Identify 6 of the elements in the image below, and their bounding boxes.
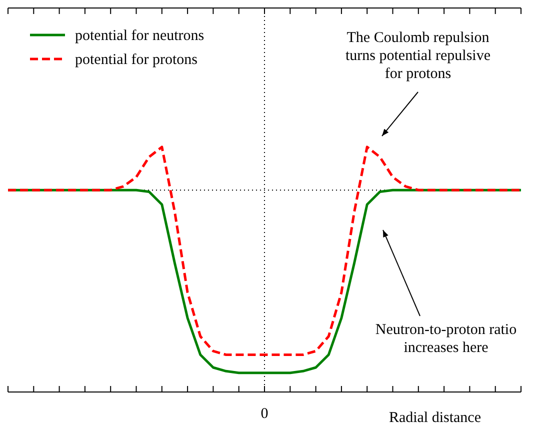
text: The Coulomb repulsion turns potential repulsive for protons (346, 30, 491, 82)
x-axis-title: Radial distance (388, 410, 482, 425)
legend-label: potential for neutrons (75, 28, 204, 44)
legend-label: potential for protons (75, 52, 198, 68)
text: 0 (260, 406, 268, 422)
annotation: Neutron-to-proton ratio increases here (375, 322, 517, 356)
